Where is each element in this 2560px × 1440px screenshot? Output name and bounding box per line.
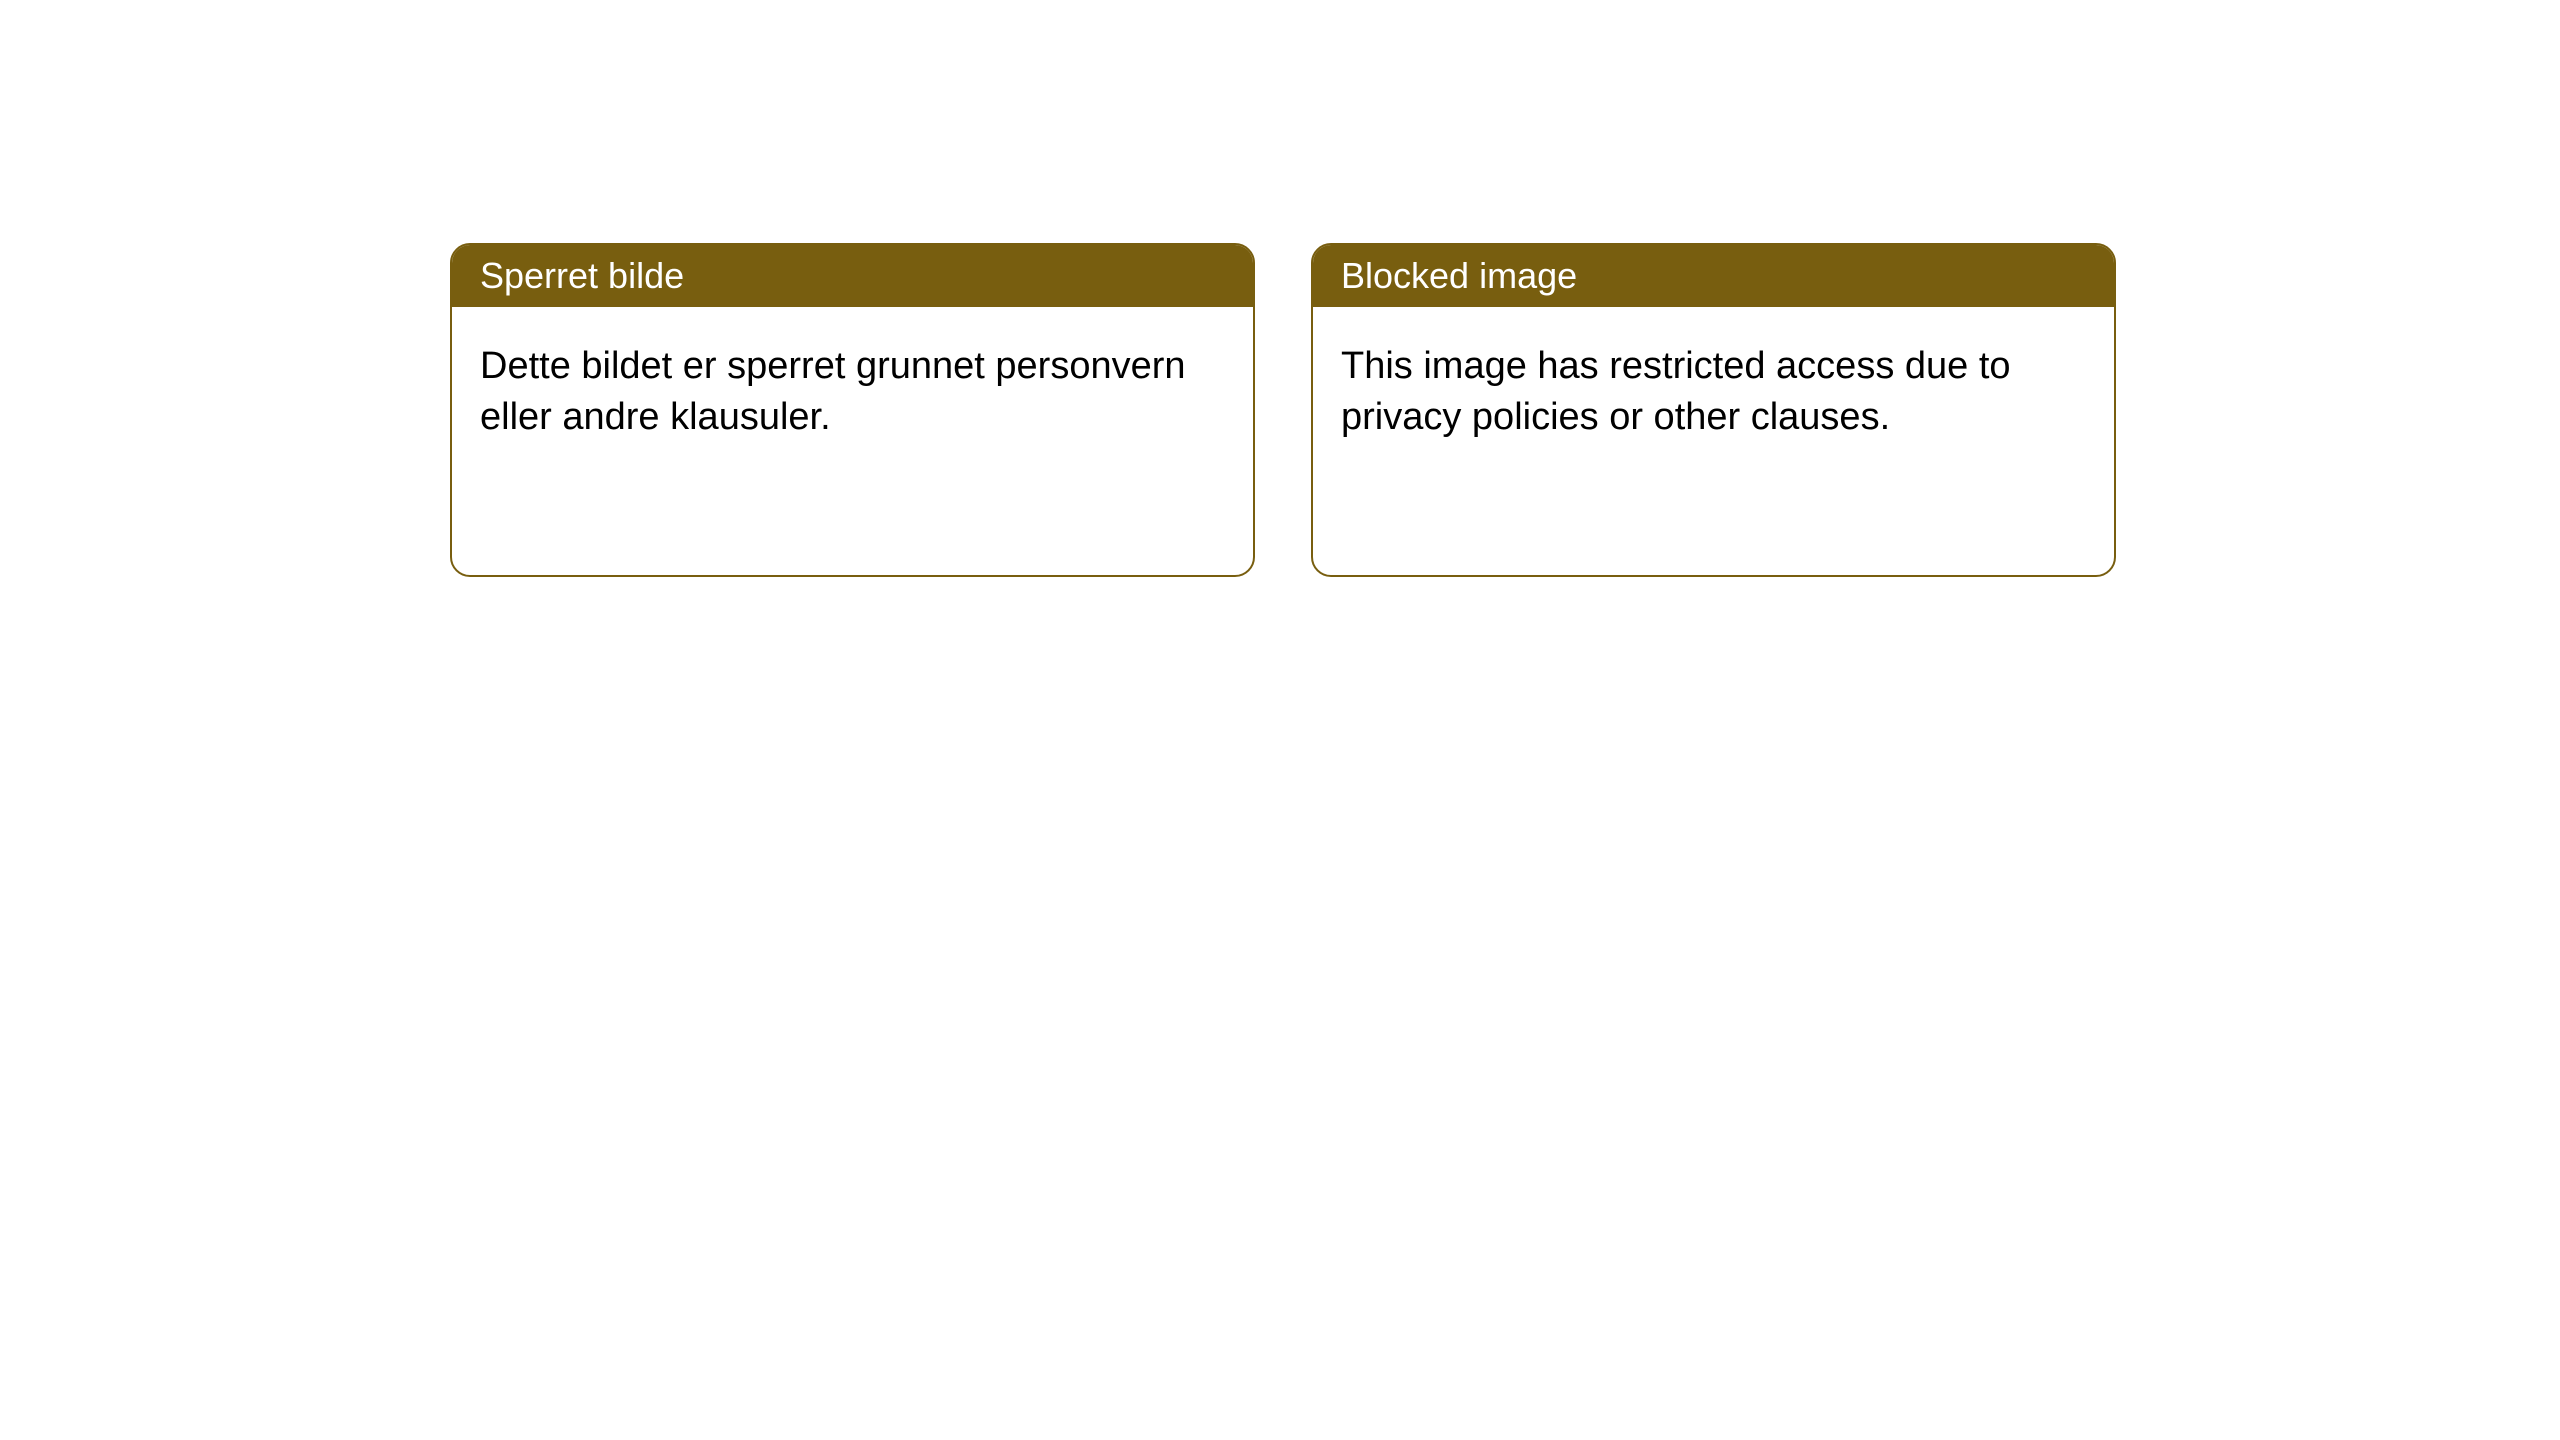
notice-text-norwegian: Dette bildet er sperret grunnet personve… [480,345,1186,438]
notice-card-english: Blocked image This image has restricted … [1311,243,2116,577]
notice-title-english: Blocked image [1341,255,1577,297]
notice-header-english: Blocked image [1313,245,2114,307]
notice-card-norwegian: Sperret bilde Dette bildet er sperret gr… [450,243,1255,577]
notice-header-norwegian: Sperret bilde [452,245,1253,307]
notice-body-norwegian: Dette bildet er sperret grunnet personve… [452,307,1253,478]
notice-text-english: This image has restricted access due to … [1341,345,2011,438]
notice-title-norwegian: Sperret bilde [480,255,684,297]
notice-body-english: This image has restricted access due to … [1313,307,2114,478]
notice-container: Sperret bilde Dette bildet er sperret gr… [0,0,2560,577]
